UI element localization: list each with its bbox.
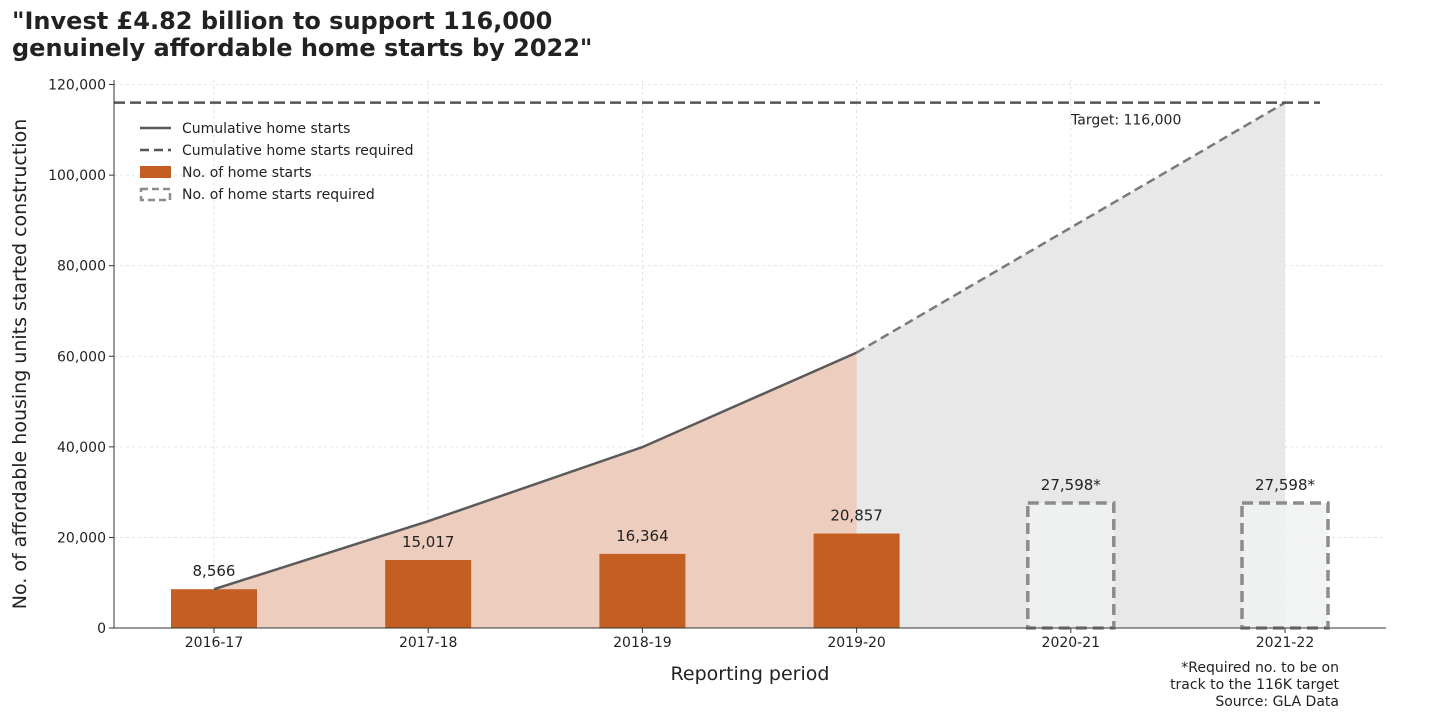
y-tick-label: 60,000 (57, 349, 106, 365)
y-tick-label: 120,000 (48, 78, 106, 94)
bar-value-label: 15,017 (402, 533, 455, 551)
x-tick-label: 2020-21 (1042, 635, 1101, 651)
chart-title: "Invest £4.82 billion to support 116,000… (12, 7, 593, 62)
legend-swatch-bar (140, 166, 171, 178)
bar-home-starts (385, 559, 472, 628)
source-note: Source: GLA Data (1215, 694, 1339, 710)
x-tick-label: 2017-18 (399, 635, 458, 651)
target-label: Target: 116,000 (1070, 113, 1181, 129)
bars (171, 501, 1330, 630)
bar-value-label: 8,566 (193, 562, 236, 580)
x-tick-label: 2018-19 (613, 635, 672, 651)
cumulative-lines (114, 101, 1320, 591)
legend: Cumulative home starts Cumulative home st… (139, 121, 414, 203)
bar-home-starts (599, 553, 686, 628)
x-tick-label: 2021-22 (1256, 635, 1315, 651)
line-cumulative-home-starts (213, 351, 858, 591)
bar-home-starts-required (1240, 501, 1330, 630)
legend-label: No. of home starts (182, 165, 312, 181)
y-tick-label: 100,000 (48, 168, 106, 184)
footnote-line-1: *Required no. to be on (1181, 660, 1339, 676)
y-tick-label: 40,000 (57, 440, 106, 456)
x-tick-label: 2016-17 (185, 635, 244, 651)
bar-value-label: 16,364 (616, 527, 669, 545)
legend-label: No. of home starts required (182, 187, 375, 203)
legend-label: Cumulative home starts (182, 121, 350, 137)
bar-value-label: 27,598* (1255, 476, 1315, 494)
y-tick-label: 20,000 (57, 530, 106, 546)
footnote: *Required no. to be on track to the 116K… (1170, 660, 1339, 711)
bar-value-label: 27,598* (1041, 476, 1101, 494)
line-cumulative-home-starts-required (855, 101, 1286, 354)
x-axis-label: Reporting period (671, 663, 830, 685)
bar-home-starts (813, 533, 900, 628)
data-labels: Target: 116,000 8,566 15,017 16,364 20,857 27… (193, 113, 1316, 581)
bar-value-label: 20,857 (830, 507, 883, 525)
cumulative-areas (214, 102, 1285, 628)
required-cumulative-area (856, 102, 1285, 628)
legend-swatch-dashed-bar (139, 187, 172, 202)
y-tick-label: 0 (97, 621, 106, 637)
bar-home-starts (171, 589, 257, 628)
footnote-line-2: track to the 116K target (1170, 677, 1339, 693)
actual-cumulative-area (214, 352, 857, 628)
y-axis-label: No. of affordable housing units started … (9, 119, 31, 610)
legend-label: Cumulative home starts required (182, 143, 414, 159)
bar-home-starts-required (1026, 501, 1116, 630)
axes: 0 20,000 40,000 60,000 80,000 100,000 120,000 2… (48, 78, 1386, 651)
x-tick-label: 2019-20 (827, 635, 886, 651)
y-tick-label: 80,000 (57, 259, 106, 275)
